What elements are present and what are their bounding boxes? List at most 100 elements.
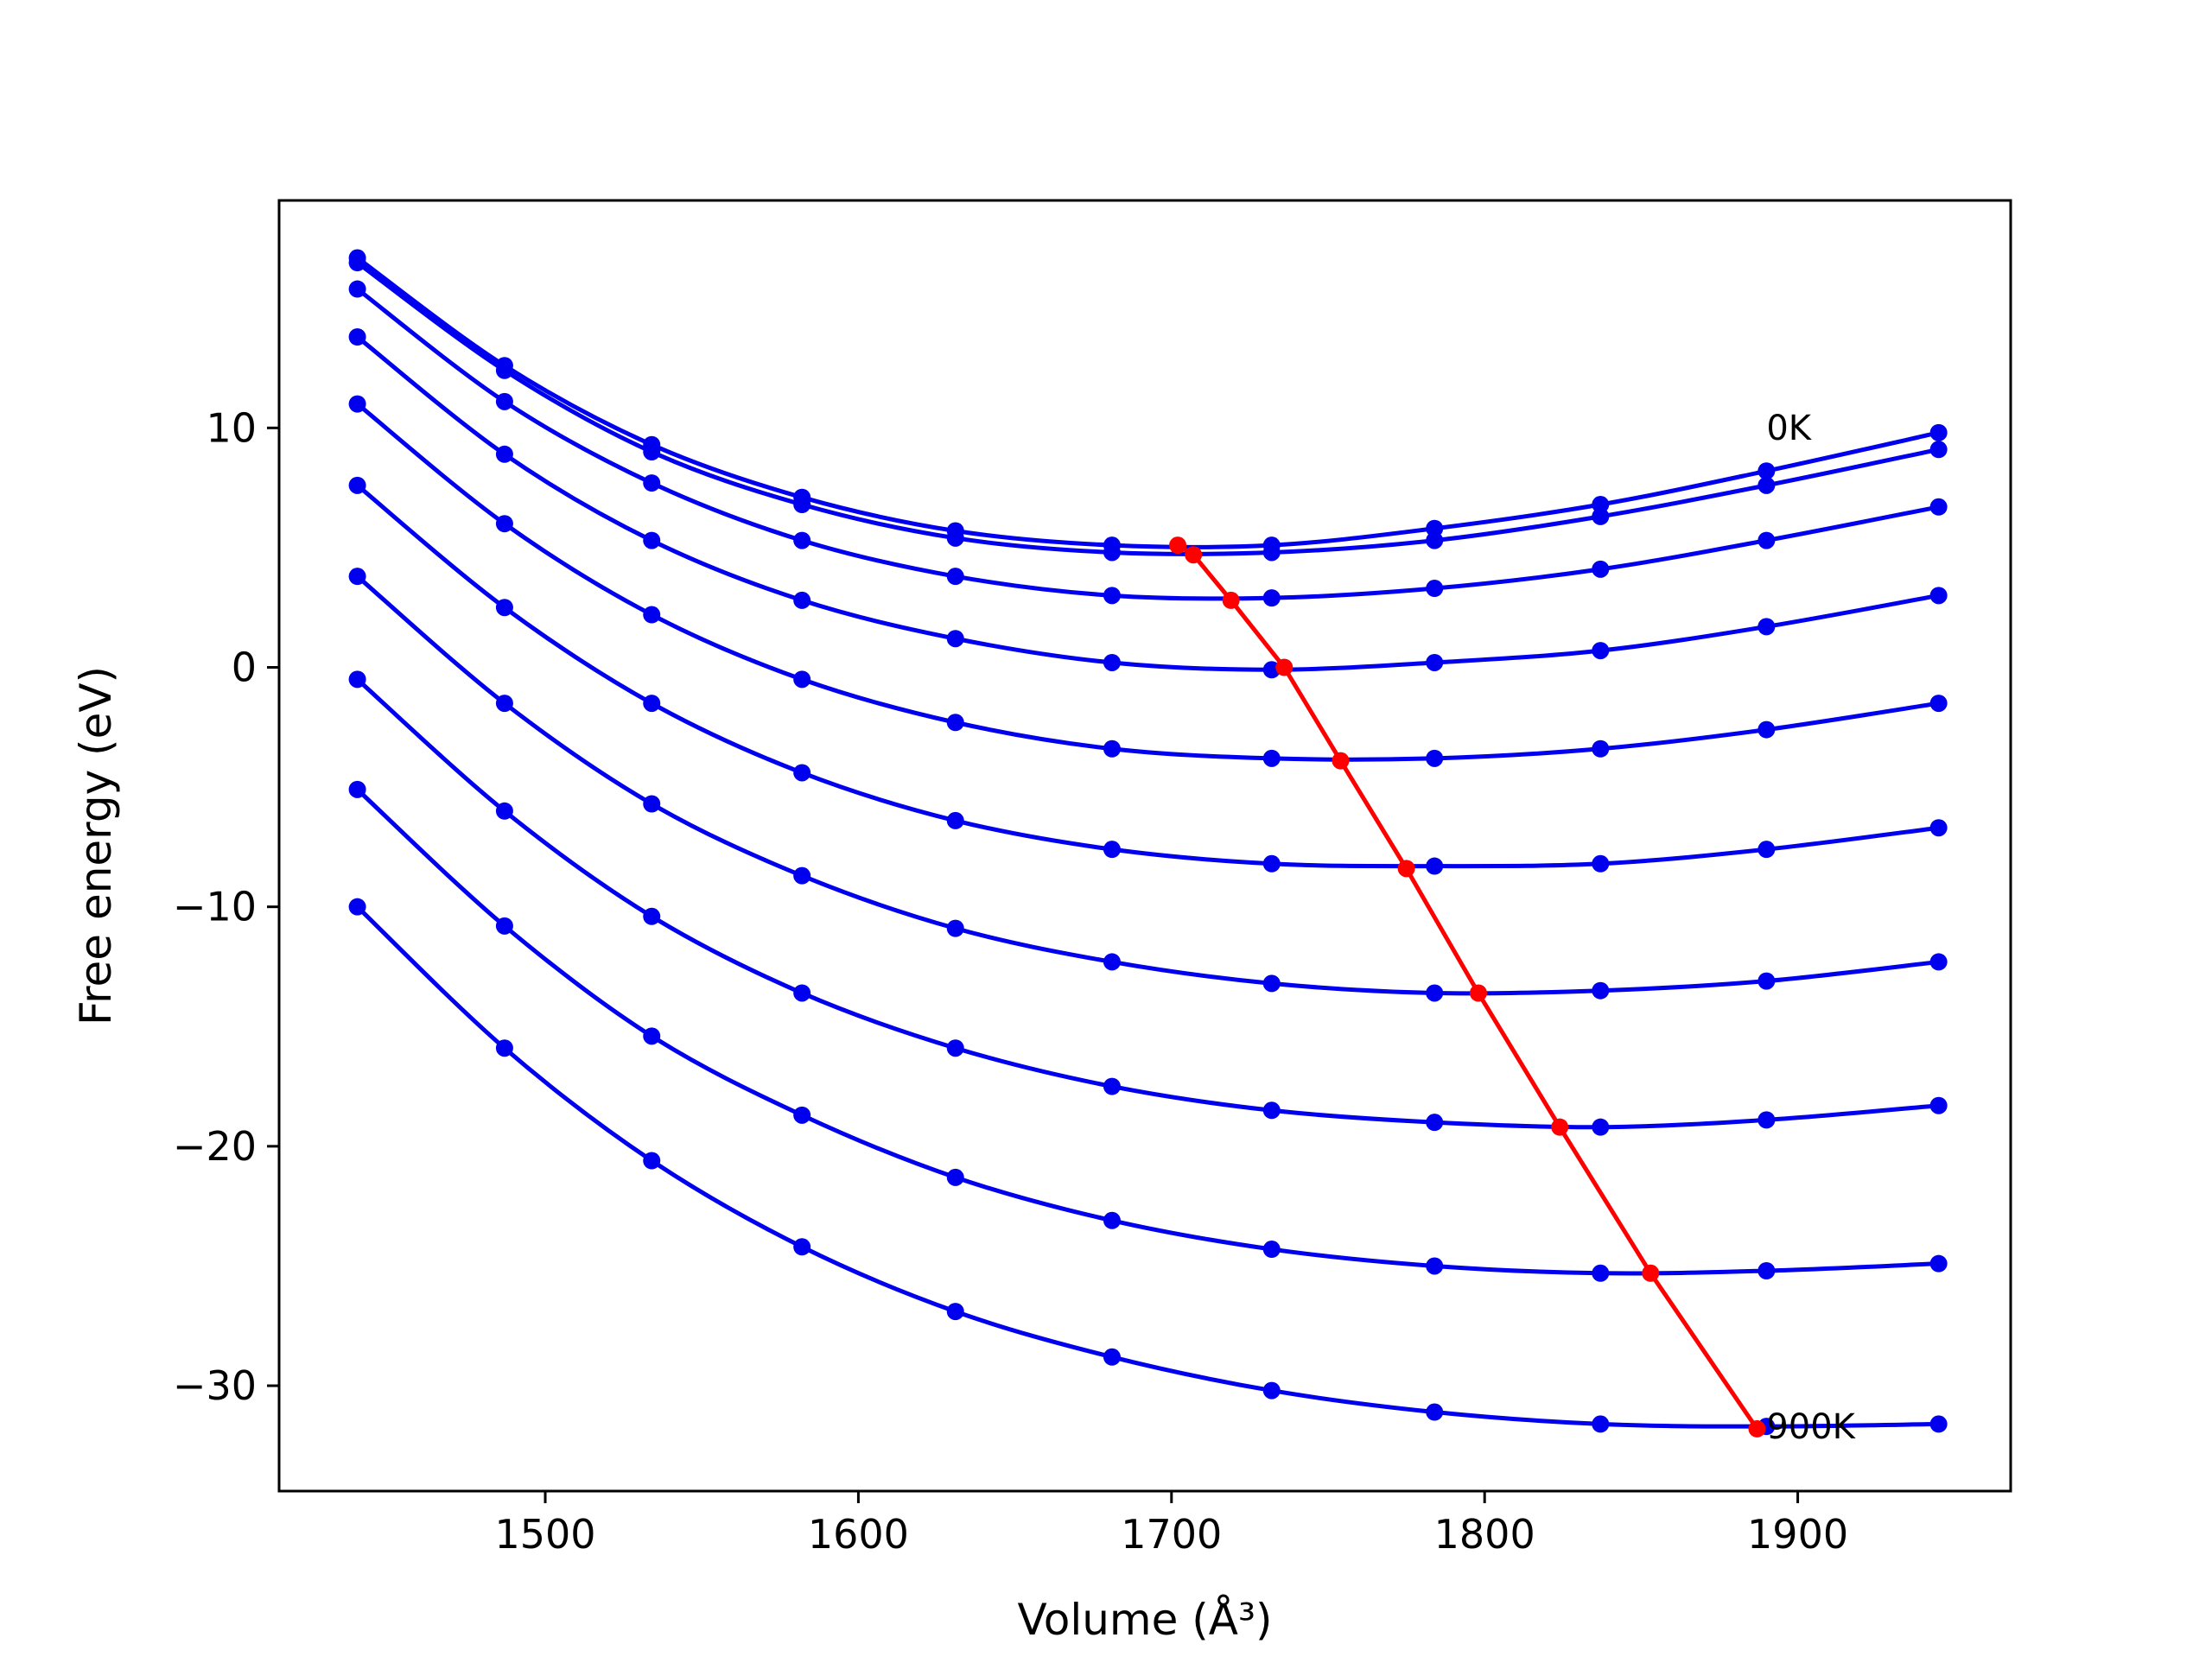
series-line-3 [356,335,1940,672]
series-6-point-2 [643,795,661,813]
series-2-point-4 [946,568,964,586]
series-9-point-3 [793,1238,811,1256]
series-7-point-2 [643,907,661,925]
series-8-point-9 [1758,1261,1776,1279]
series-2-point-3 [793,531,811,549]
series-8-point-2 [643,1027,661,1045]
series-2-point-2 [643,474,661,492]
series-2-point-1 [495,392,513,410]
x-tick-label-1: 1600 [808,1511,909,1558]
series-6-point-9 [1758,972,1776,990]
series-0-point-9 [1758,462,1776,480]
series-3-point-9 [1758,618,1776,636]
minimum-point-6 [1469,984,1487,1002]
series-3-point-10 [1929,587,1948,605]
series-9-point-0 [348,898,366,916]
series-7-point-10 [1929,1096,1948,1114]
series-8-point-10 [1929,1254,1948,1273]
annotations-group: 0K 900K [1766,409,1856,1447]
series-2-point-10 [1929,498,1948,516]
series-5-point-8 [1592,854,1610,873]
series-8-point-1 [495,917,513,935]
series-7-point-9 [1758,1111,1776,1129]
series-6-point-1 [495,695,513,713]
series-3-point-4 [946,630,964,648]
series-9-point-6 [1262,1381,1281,1400]
series-5-point-4 [946,811,964,829]
series-line-7 [355,677,1939,1130]
series-1-point-7 [1426,531,1444,549]
series-1-point-6 [1262,543,1281,562]
series-0-point-7 [1426,519,1444,537]
series-9-point-1 [495,1039,513,1057]
plot-frame [277,199,2012,1493]
x-tick-label-2: 1700 [1121,1511,1222,1558]
series-4-point-8 [1592,739,1610,758]
x-axis-label: Volume (Å³) [1017,1595,1272,1645]
series-3-point-3 [793,591,811,609]
annotation-1: 900K [1766,1407,1856,1447]
series-line-5 [356,483,1939,869]
x-axis-ticks: 1500 1600 1700 1800 1900 [494,1491,1848,1558]
series-6-point-5 [1103,953,1121,971]
x-tick-label-3: 1800 [1434,1511,1535,1558]
minimum-line [1176,543,1759,1431]
series-5-point-10 [1929,819,1948,837]
series-5-point-5 [1103,841,1121,859]
minimum-point-4 [1332,752,1350,770]
series-9-point-5 [1103,1348,1121,1366]
minimum-point-7 [1551,1118,1569,1136]
minimum-point-2 [1222,591,1240,609]
series-3-point-8 [1592,642,1610,660]
minimum-point-8 [1642,1264,1660,1282]
series-5-point-0 [348,476,366,494]
series-3-point-1 [495,445,513,463]
series-7-point-6 [1262,1101,1281,1120]
series-1-point-1 [495,361,513,379]
minimum-point-0 [1169,536,1187,555]
series-8-point-7 [1426,1257,1444,1275]
series-2-point-7 [1426,580,1444,598]
series-6-point-3 [793,866,811,885]
series-1-point-8 [1592,507,1610,525]
series-8-point-8 [1592,1264,1610,1282]
minimum-point-3 [1275,658,1294,676]
series-4-point-4 [946,714,964,732]
series-5-point-2 [643,695,661,713]
series-4-point-6 [1262,749,1281,767]
series-1-point-3 [793,496,811,514]
series-line-4 [356,402,1940,762]
series-1-point-2 [643,443,661,461]
series-6-point-10 [1929,953,1948,971]
series-9-point-8 [1592,1415,1610,1433]
series-8-point-5 [1103,1211,1121,1229]
series-4-point-10 [1929,695,1948,713]
annotation-0: 0K [1766,409,1812,448]
series-5-point-3 [793,764,811,782]
series-group [348,249,1948,1436]
y-tick-label-1: 0 [232,644,257,691]
series-7-point-8 [1592,1118,1610,1136]
series-3-point-7 [1426,653,1444,671]
minimum-point-1 [1185,546,1203,564]
series-2-point-0 [348,280,366,298]
series-9-point-10 [1929,1415,1948,1433]
series-1-point-9 [1758,476,1776,494]
series-4-point-0 [348,395,366,413]
minimum-point-9 [1748,1419,1766,1438]
minimum-line-group [1169,536,1766,1438]
y-tick-label-0: 10 [206,404,257,451]
series-7-point-4 [946,1039,964,1057]
series-3-point-2 [643,531,661,549]
series-9-point-2 [643,1152,661,1170]
series-0-point-8 [1592,496,1610,514]
y-tick-label-4: −30 [173,1362,257,1409]
series-7-point-1 [495,802,513,820]
series-7-point-0 [348,670,366,689]
series-7-point-3 [793,984,811,1002]
series-5-point-1 [495,599,513,617]
series-9-point-7 [1426,1403,1444,1421]
series-5-point-7 [1426,857,1444,875]
